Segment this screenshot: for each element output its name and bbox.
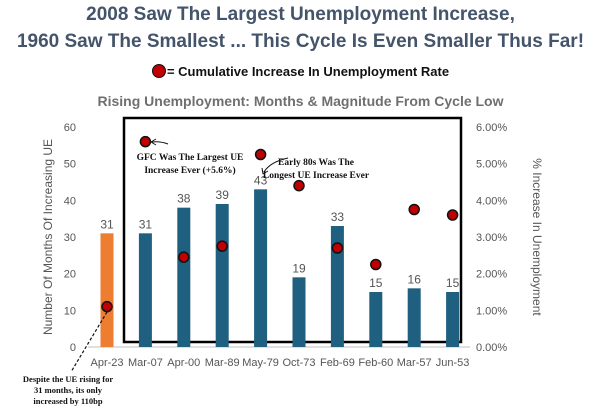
- bar-value-label: 38: [177, 192, 191, 206]
- bar-value-label: 33: [331, 210, 345, 224]
- x-tick-label: Mar-07: [128, 357, 163, 369]
- bar-feb-60: [369, 292, 383, 347]
- y-tick-label: 60: [64, 122, 76, 134]
- ue-increase-dot: [139, 135, 152, 148]
- bar-value-label: 16: [408, 272, 422, 286]
- bar-value-label: 15: [446, 276, 460, 290]
- y2-tick-label: 4.00%: [476, 195, 507, 207]
- y-tick-label: 10: [64, 305, 76, 317]
- bar-value-label: 43: [254, 173, 268, 187]
- ue-increase-dot: [331, 242, 344, 254]
- annotation-early-80s: Longest UE Increase Ever: [263, 171, 370, 181]
- ue-increase-dot: [101, 300, 113, 313]
- bar-mar-57: [407, 288, 421, 347]
- ue-increase-dot: [446, 209, 459, 221]
- bar-value-label: 39: [216, 188, 230, 202]
- bar-apr-00: [177, 207, 191, 347]
- y-tick-label: 0: [70, 342, 76, 354]
- y-tick-label: 20: [64, 269, 76, 281]
- x-tick-label: May-79: [242, 357, 279, 369]
- x-tick-label: Mar-57: [397, 357, 432, 369]
- ue-increase-dot: [178, 251, 190, 263]
- x-tick-label: Oct-73: [282, 357, 315, 369]
- x-tick-label: Feb-69: [320, 357, 355, 369]
- annotation-gfc: Increase Ever (+5.6%): [144, 165, 235, 176]
- annotation-early-80s-arrowhead: [261, 167, 269, 175]
- bar-jun-53: [446, 292, 460, 347]
- annotation-current-cycle: Despite the UE rising for: [23, 374, 113, 384]
- annotation-gfc-arrowhead: [150, 138, 157, 146]
- ue-increase-dot: [370, 258, 382, 271]
- chart-subtitle: Rising Unemployment: Months & Magnitude …: [97, 93, 504, 109]
- bar-value-label: 31: [139, 217, 153, 231]
- y2-tick-label: 6.00%: [476, 122, 507, 134]
- chart-title-line1: 2008 Saw The Largest Unemployment Increa…: [86, 4, 515, 25]
- annotation-current-cycle: 31 months, its only: [34, 385, 103, 395]
- y2-axis-label: % Increase In Unemployment: [530, 158, 544, 316]
- ue-increase-dot: [254, 148, 267, 161]
- bar-value-label: 19: [292, 261, 306, 275]
- chart-title-line2: 1960 Saw The Smallest ... This Cycle Is …: [16, 31, 585, 52]
- annotation-early-80s-arrow: [263, 157, 289, 173]
- y2-tick-label: 5.00%: [476, 159, 507, 171]
- x-tick-label: Apr-23: [90, 357, 123, 369]
- bar-value-label: 15: [369, 276, 383, 290]
- y2-tick-label: 2.00%: [476, 269, 507, 281]
- y2-tick-label: 0.00%: [476, 342, 507, 354]
- bar-oct-73: [292, 277, 306, 347]
- legend-dot-icon: [151, 64, 166, 78]
- x-tick-label: Mar-89: [205, 357, 240, 369]
- annotation-current-cycle: increased by 110bp: [33, 396, 103, 406]
- y2-tick-label: 1.00%: [476, 305, 507, 317]
- legend-label: = Cumulative Increase In Unemployment Ra…: [166, 64, 450, 79]
- x-tick-label: Apr-00: [167, 357, 200, 369]
- ue-increase-dot: [293, 179, 305, 192]
- y-tick-label: 40: [64, 195, 76, 207]
- bar-apr-23: [100, 233, 114, 347]
- y-axis-label: Number Of Months Of Increasing UE: [41, 139, 55, 335]
- bar-feb-69: [330, 226, 344, 347]
- bar-may-79: [254, 189, 268, 347]
- annotation-early-80s: Early 80s Was The: [278, 158, 354, 168]
- x-tick-label: Jun-53: [436, 357, 470, 369]
- bar-value-label: 31: [100, 217, 114, 231]
- y-tick-label: 30: [64, 232, 76, 244]
- ue-increase-dot: [408, 203, 420, 216]
- bar-mar-07: [138, 233, 152, 347]
- ue-increase-dot: [216, 240, 228, 252]
- legend: = Cumulative Increase In Unemployment Ra…: [0, 64, 601, 79]
- bar-mar-89: [215, 204, 229, 347]
- annotation-gfc: GFC Was The Largest UE: [137, 153, 244, 163]
- y-tick-label: 50: [64, 159, 76, 171]
- annotation-current-leader: [70, 311, 108, 373]
- annotation-gfc-arrow: [151, 141, 169, 145]
- x-tick-label: Feb-60: [358, 357, 393, 369]
- y2-tick-label: 3.00%: [476, 232, 507, 244]
